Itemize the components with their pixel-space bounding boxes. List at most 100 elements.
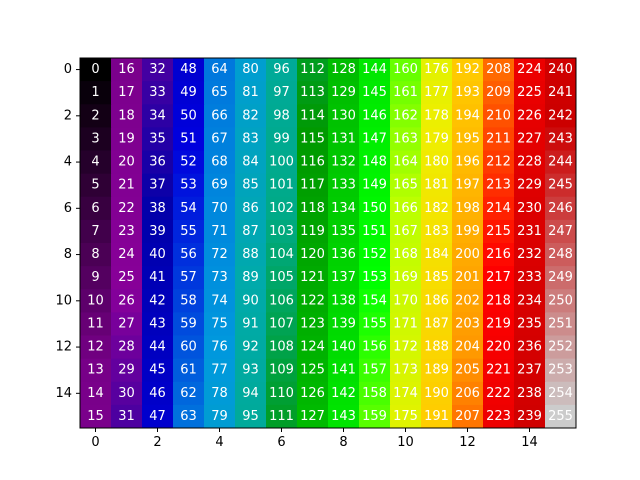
heatmap-cell xyxy=(452,150,484,175)
heatmap-cell xyxy=(235,81,267,105)
heatmap-cell xyxy=(421,150,453,175)
heatmap-cell xyxy=(173,104,205,128)
cell-value-label: 205 xyxy=(455,363,480,378)
cell-value-label: 123 xyxy=(300,316,325,331)
heatmap-cell xyxy=(359,196,391,221)
heatmap-cell xyxy=(545,289,577,313)
cell-value-label: 36 xyxy=(149,155,166,170)
heatmap-cell xyxy=(514,266,546,290)
cell-value-label: 253 xyxy=(548,363,573,378)
cell-value-label: 124 xyxy=(300,340,325,355)
heatmap-cell xyxy=(421,81,453,105)
heatmap-cell xyxy=(483,104,515,128)
heatmap-cell xyxy=(297,150,329,175)
heatmap-cell xyxy=(514,404,546,429)
cell-value-label: 84 xyxy=(242,155,259,170)
heatmap-cell xyxy=(297,289,329,313)
cell-value-label: 193 xyxy=(455,85,480,100)
heatmap-cell xyxy=(266,196,298,221)
heatmap-cell xyxy=(390,243,422,267)
y-tick-label: 12 xyxy=(55,340,72,355)
heatmap-cell xyxy=(297,312,329,337)
heatmap-cell xyxy=(452,196,484,221)
heatmap-cell xyxy=(173,266,205,290)
cell-value-label: 22 xyxy=(118,201,135,216)
cell-value-label: 145 xyxy=(362,85,387,100)
heatmap-cell xyxy=(545,219,577,244)
cell-value-label: 64 xyxy=(211,62,228,77)
cell-value-label: 7 xyxy=(91,224,99,239)
cell-value-label: 79 xyxy=(211,409,228,424)
cell-value-label: 28 xyxy=(118,340,135,355)
cell-value-label: 98 xyxy=(273,108,290,123)
cell-value-label: 101 xyxy=(269,178,294,193)
cell-value-label: 159 xyxy=(362,409,387,424)
cell-value-label: 6 xyxy=(91,201,99,216)
heatmap-cell xyxy=(111,173,143,198)
heatmap-cell xyxy=(204,243,236,267)
cell-value-label: 91 xyxy=(242,316,259,331)
cell-value-label: 112 xyxy=(300,62,325,77)
heatmap-cell xyxy=(328,312,360,337)
heatmap-cell xyxy=(142,243,174,267)
cell-value-label: 204 xyxy=(455,340,480,355)
cell-value-label: 11 xyxy=(87,316,104,331)
cell-value-label: 144 xyxy=(362,62,387,77)
cell-value-label: 13 xyxy=(87,363,104,378)
cell-value-label: 125 xyxy=(300,363,325,378)
heatmap-cell xyxy=(483,381,515,406)
cell-value-label: 60 xyxy=(180,340,197,355)
heatmap-cell xyxy=(204,404,236,429)
heatmap-cell xyxy=(359,404,391,429)
heatmap-cell xyxy=(545,196,577,221)
heatmap-cell xyxy=(204,335,236,360)
heatmap-cell xyxy=(80,173,112,198)
cell-value-label: 199 xyxy=(455,224,480,239)
y-tick-label: 2 xyxy=(64,108,72,123)
heatmap-cell xyxy=(421,196,453,221)
heatmap-cell xyxy=(483,150,515,175)
heatmap-cell xyxy=(483,196,515,221)
heatmap-cell xyxy=(111,81,143,105)
cell-value-label: 198 xyxy=(455,201,480,216)
cell-value-label: 115 xyxy=(300,131,325,146)
heatmap-cells xyxy=(80,58,577,429)
heatmap-cell xyxy=(390,81,422,105)
cell-value-label: 9 xyxy=(91,270,99,285)
cell-value-label: 47 xyxy=(149,409,166,424)
cell-value-label: 65 xyxy=(211,85,228,100)
heatmap-cell xyxy=(111,358,143,383)
heatmap-cell xyxy=(142,58,174,82)
heatmap-cell xyxy=(514,196,546,221)
heatmap-cell xyxy=(390,266,422,290)
heatmap-cell xyxy=(204,381,236,406)
cell-value-label: 78 xyxy=(211,386,228,401)
cell-value-label: 121 xyxy=(300,270,325,285)
heatmap-cell xyxy=(235,381,267,406)
cell-value-label: 140 xyxy=(331,340,356,355)
cell-value-label: 92 xyxy=(242,340,259,355)
heatmap-cell xyxy=(204,173,236,198)
cell-value-label: 103 xyxy=(269,224,294,239)
cell-value-label: 66 xyxy=(211,108,228,123)
heatmap-cell xyxy=(359,266,391,290)
heatmap-cell xyxy=(421,335,453,360)
heatmap-cell xyxy=(359,127,391,152)
plot-frame xyxy=(79,57,577,429)
heatmap-cell xyxy=(80,127,112,152)
cell-value-label: 73 xyxy=(211,270,228,285)
cell-value-label: 165 xyxy=(393,178,418,193)
cell-value-label: 10 xyxy=(87,293,104,308)
heatmap-cell xyxy=(142,358,174,383)
heatmap-cell xyxy=(483,335,515,360)
cell-value-label: 236 xyxy=(517,340,542,355)
heatmap-cell xyxy=(514,58,546,82)
heatmap-cell xyxy=(80,243,112,267)
cell-value-label: 172 xyxy=(393,340,418,355)
cell-value-label: 71 xyxy=(211,224,228,239)
cell-value-label: 110 xyxy=(269,386,294,401)
cell-value-label: 153 xyxy=(362,270,387,285)
cell-value-label: 243 xyxy=(548,131,573,146)
heatmap-cell xyxy=(235,219,267,244)
heatmap-cell xyxy=(266,358,298,383)
